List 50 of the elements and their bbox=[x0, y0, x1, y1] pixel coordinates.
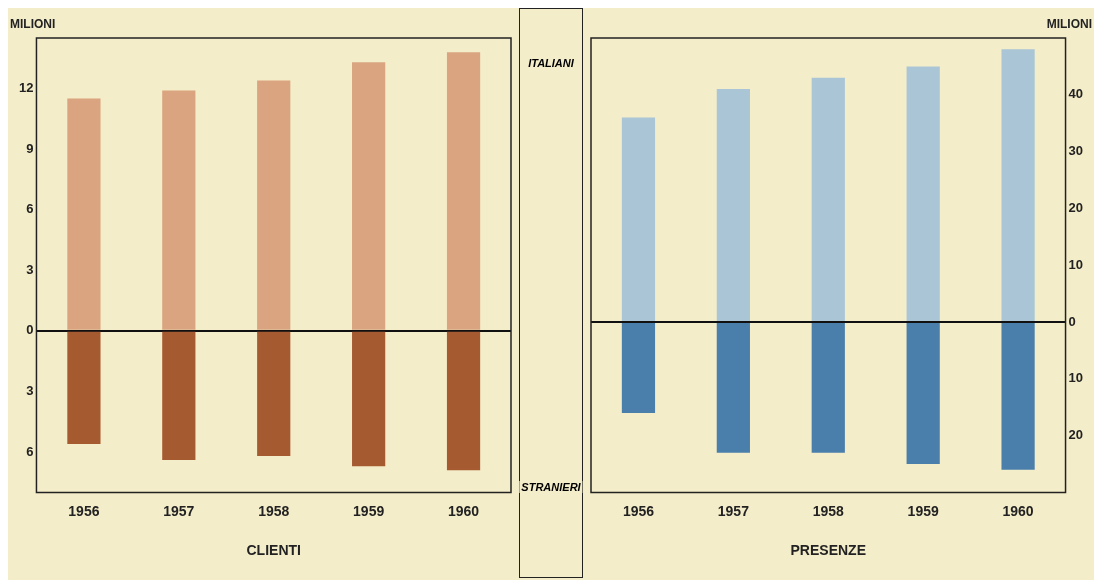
text: ITALIANI bbox=[526, 57, 576, 69]
y2-tick-label: 10 bbox=[1068, 370, 1084, 386]
bar bbox=[352, 331, 386, 467]
bar bbox=[716, 323, 750, 453]
x-tick-label: 1958 bbox=[812, 502, 845, 519]
y-tick-label: 0 bbox=[26, 322, 34, 338]
bar bbox=[162, 90, 196, 330]
bar bbox=[162, 331, 196, 461]
bar bbox=[811, 323, 845, 453]
y2-tick-label: 10 bbox=[1068, 256, 1084, 272]
y2-tick-label: 30 bbox=[1068, 143, 1084, 159]
x-tick-label: 1960 bbox=[1002, 502, 1034, 519]
x-axis-title: PRESENZE bbox=[790, 542, 866, 559]
bar bbox=[811, 77, 845, 321]
y-tick-label: 3 bbox=[26, 261, 34, 277]
bar bbox=[257, 331, 291, 457]
bar bbox=[257, 80, 291, 330]
x-tick-label: 1956 bbox=[68, 502, 100, 519]
bar bbox=[906, 66, 940, 321]
y2-tick-label: 20 bbox=[1068, 427, 1084, 443]
y-axis-title: MILIONI bbox=[10, 17, 56, 31]
y2-tick-label: 0 bbox=[1068, 313, 1076, 329]
x-axis-title: CLIENTI bbox=[246, 542, 301, 559]
bar bbox=[716, 89, 750, 321]
x-tick-label: 1959 bbox=[907, 502, 939, 519]
x-tick-label: 1956 bbox=[622, 502, 655, 519]
x-tick-label: 1957 bbox=[717, 502, 750, 519]
bar bbox=[1001, 49, 1035, 321]
bar bbox=[446, 52, 481, 330]
bar bbox=[906, 323, 940, 464]
y-tick-label: 6 bbox=[26, 201, 34, 217]
y2-tick-label: 20 bbox=[1068, 199, 1084, 215]
bar bbox=[621, 323, 656, 413]
x-tick-label: 1960 bbox=[447, 502, 480, 519]
y2-tick-label: 40 bbox=[1068, 86, 1084, 102]
bar bbox=[621, 117, 656, 321]
y-tick-label: 3 bbox=[26, 383, 34, 398]
text: STRANIERI bbox=[519, 481, 583, 493]
bar bbox=[352, 62, 386, 330]
y2-axis-title: MILIONI bbox=[1046, 17, 1092, 31]
bar bbox=[1001, 323, 1035, 470]
bar bbox=[67, 331, 101, 444]
bar bbox=[446, 331, 481, 471]
x-tick-label: 1957 bbox=[163, 502, 195, 519]
y-tick-label: 6 bbox=[26, 443, 34, 459]
x-tick-label: 1959 bbox=[353, 502, 385, 519]
y-tick-label: 9 bbox=[26, 140, 34, 156]
bar bbox=[67, 98, 101, 330]
y-tick-label: 12 bbox=[18, 80, 34, 96]
x-tick-label: 1958 bbox=[258, 502, 290, 519]
